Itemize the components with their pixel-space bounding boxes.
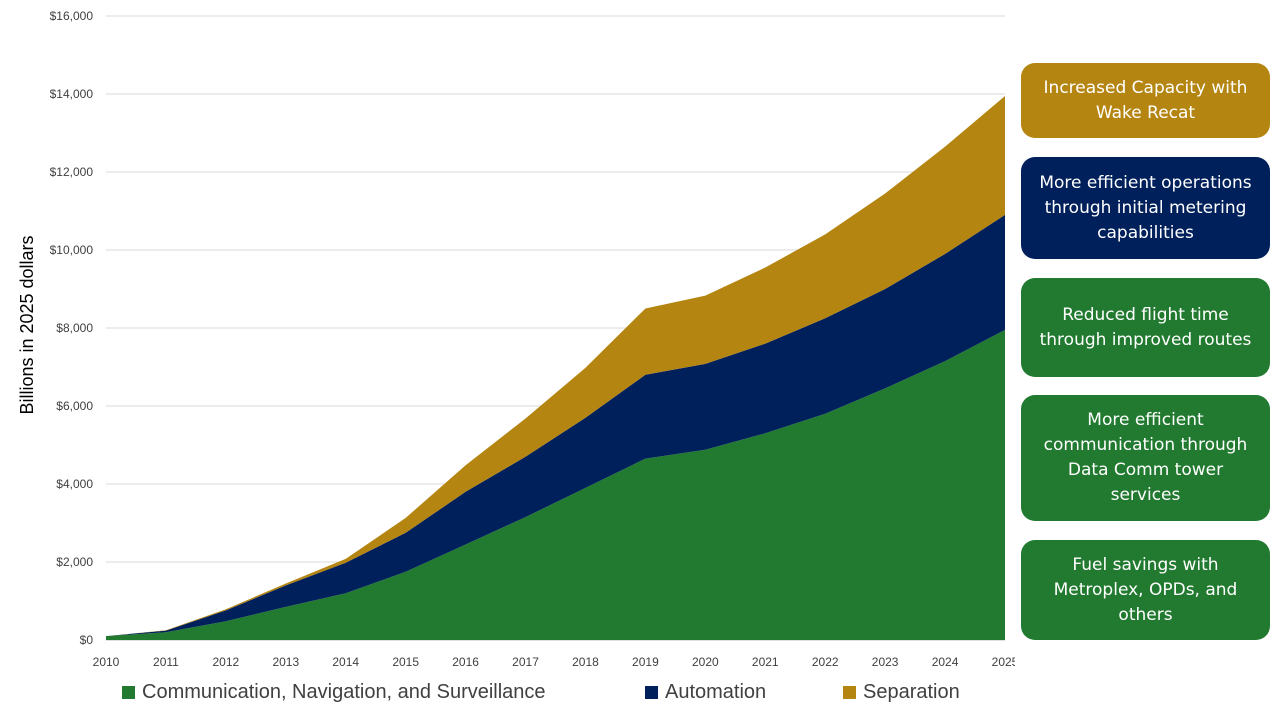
area-series-communication-navigation-and-surveillance xyxy=(106,329,1005,640)
x-tick-label: 2014 xyxy=(332,655,359,669)
legend-item-automation: Automation xyxy=(645,681,766,704)
x-tick-label: 2019 xyxy=(632,655,659,669)
y-axis-ticks: $0 $2,000 $4,000 $6,000 $8,000 $10,000 $12,000… xyxy=(50,9,94,647)
stacked-areas xyxy=(106,96,1005,640)
gridlines xyxy=(106,15,1005,641)
x-tick-label: 2021 xyxy=(752,655,779,669)
x-tick-label: 2011 xyxy=(153,655,179,669)
x-tick-label: 2012 xyxy=(213,655,240,669)
y-tick-label: $4,000 xyxy=(56,477,93,491)
chart-area: $0 $2,000 $4,000 $6,000 $8,000 $10,000 $12,000… xyxy=(17,9,1015,669)
legend-swatch-automation xyxy=(645,686,658,699)
x-tick-label: 2025 xyxy=(992,655,1015,669)
legend-label-separation: Separation xyxy=(863,681,960,703)
x-tick-label: 2017 xyxy=(512,655,539,669)
legend-swatch-separation xyxy=(843,686,856,699)
legend-item-cns: Communication, Navigation, and Surveilla… xyxy=(122,681,546,704)
callout-fuel-savings: Fuel savings with Metroplex, OPDs, and o… xyxy=(1021,540,1270,640)
y-tick-label: $14,000 xyxy=(50,87,94,101)
legend-swatch-cns xyxy=(122,686,135,699)
x-tick-label: 2015 xyxy=(392,655,419,669)
y-tick-label: $12,000 xyxy=(50,165,94,179)
legend-item-separation: Separation xyxy=(843,681,960,704)
y-tick-label: $16,000 xyxy=(50,9,94,23)
x-tick-label: 2013 xyxy=(272,655,299,669)
legend-label-automation: Automation xyxy=(665,681,767,703)
legend-label-cns: Communication, Navigation, and Surveilla… xyxy=(142,681,546,703)
x-axis-ticks: 2010 2011 2012 2013 2014 2015 2016 2017 2018 2019… xyxy=(93,655,1015,669)
y-tick-label: $2,000 xyxy=(56,555,93,569)
x-tick-label: 2020 xyxy=(692,655,719,669)
callout-improved-routes: Reduced flight time through improved rou… xyxy=(1021,278,1270,377)
callout-wake-recat: Increased Capacity with Wake Recat xyxy=(1021,63,1270,138)
x-tick-label: 2024 xyxy=(932,655,959,669)
x-tick-label: 2022 xyxy=(812,655,839,669)
x-tick-label: 2018 xyxy=(572,655,599,669)
y-tick-label: $0 xyxy=(80,633,94,647)
callout-metering: More efficient operations through initia… xyxy=(1021,157,1270,259)
x-tick-label: 2010 xyxy=(93,655,120,669)
legend: Communication, Navigation, and Surveilla… xyxy=(122,681,1002,709)
callout-data-comm: More efficient communication through Dat… xyxy=(1021,395,1270,521)
x-tick-label: 2023 xyxy=(872,655,899,669)
y-tick-label: $6,000 xyxy=(56,399,93,413)
y-axis-label: Billions in 2025 dollars xyxy=(17,235,37,414)
x-tick-label: 2016 xyxy=(452,655,479,669)
y-tick-label: $8,000 xyxy=(56,321,93,335)
y-tick-label: $10,000 xyxy=(50,243,94,257)
